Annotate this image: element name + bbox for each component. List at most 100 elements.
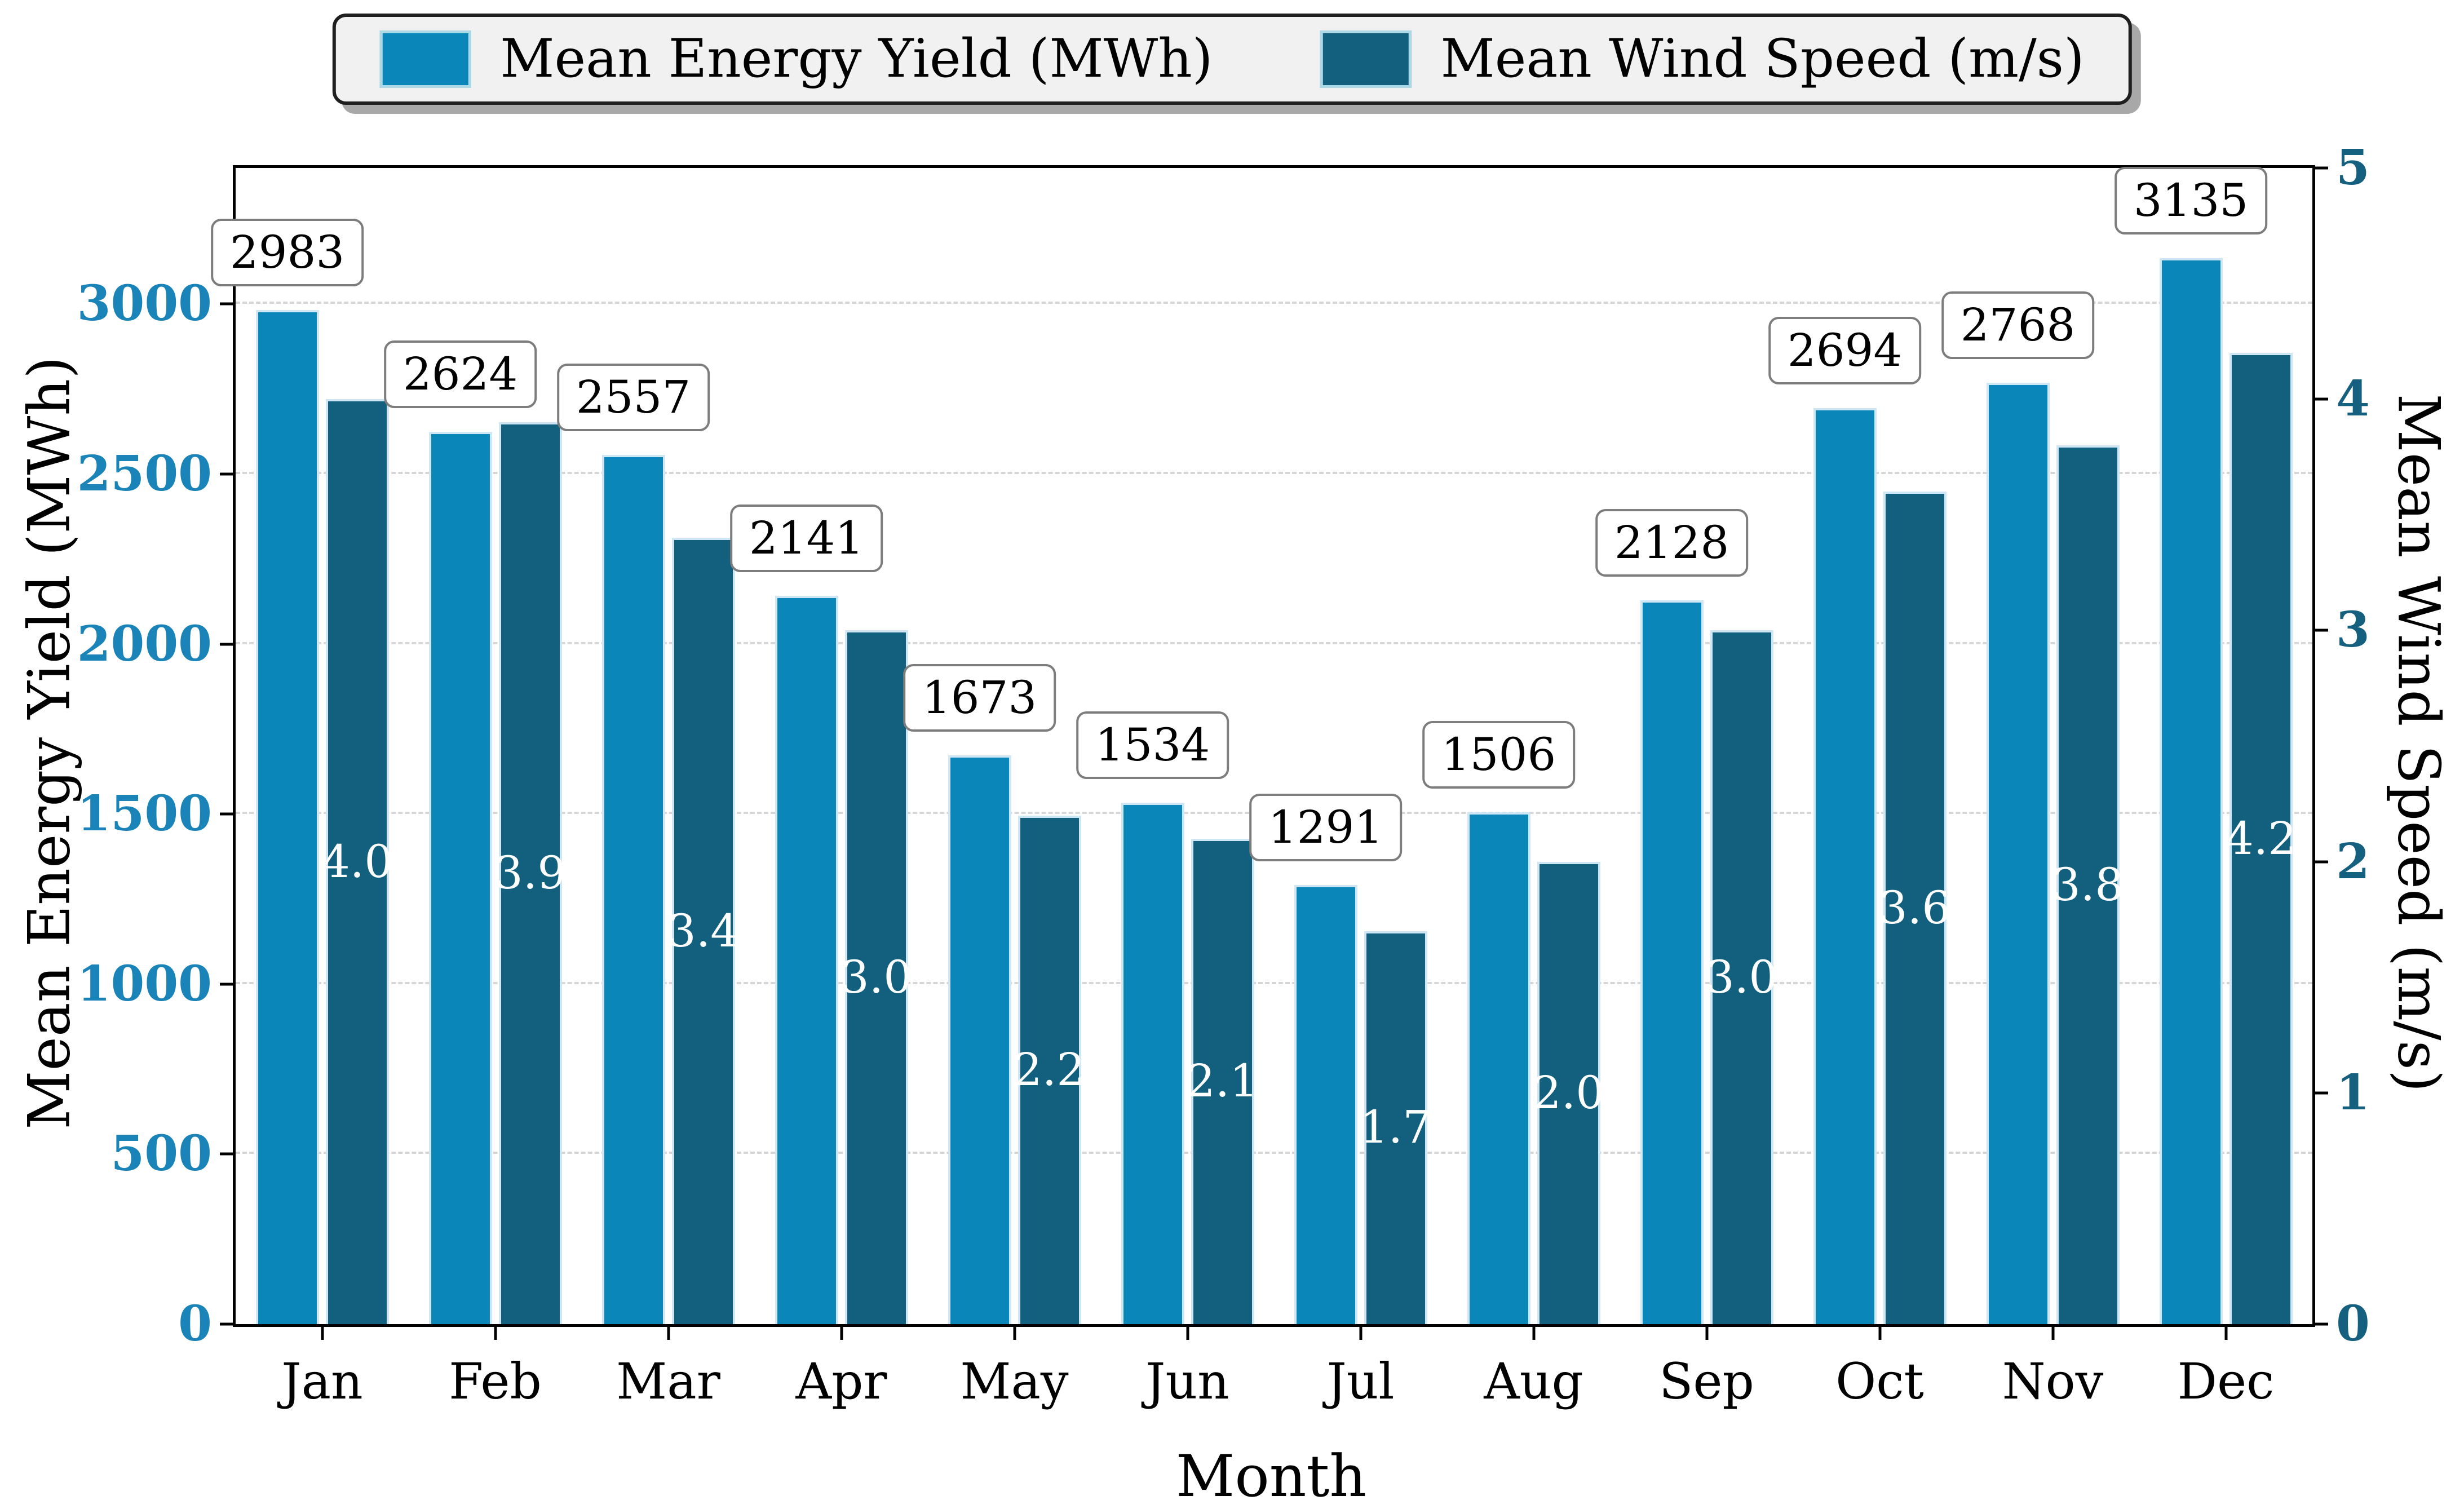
energy-value-label: 2694 [1768, 316, 1922, 384]
month-tick-label: Mar [616, 1352, 720, 1410]
month-tick-label: Sep [1659, 1352, 1754, 1410]
energy-value-label: 2624 [383, 340, 537, 409]
left-tick-label: 2000 [77, 615, 212, 672]
right-tick-label: 2 [2336, 833, 2370, 890]
energy-bar-aug [1467, 812, 1530, 1324]
legend-item-wind: Mean Wind Speed (m/s) [1320, 28, 2085, 90]
bottom-tick-mark [1878, 1324, 1881, 1340]
wind-bar-jul [1364, 931, 1427, 1324]
month-tick-label: Apr [795, 1352, 887, 1410]
wind-bar-sep [1710, 630, 1773, 1324]
wind-value-label: 3.0 [840, 950, 913, 1003]
left-tick-mark [220, 812, 236, 816]
right-tick-mark [2312, 397, 2328, 401]
energy-bar-oct [1813, 408, 1877, 1324]
energy-value-label: 2141 [729, 505, 883, 573]
gridline [236, 471, 2312, 474]
month-tick-label: Oct [1835, 1352, 1924, 1410]
right-tick-mark [2312, 629, 2328, 632]
bottom-tick-mark [2224, 1324, 2227, 1340]
energy-bar-sep [1640, 600, 1704, 1324]
wind-bar-feb [498, 422, 562, 1324]
bottom-tick-mark [1705, 1324, 1708, 1340]
left-tick-label: 0 [178, 1295, 212, 1352]
wind-bar-dec [2229, 353, 2293, 1324]
energy-bar-jun [1121, 802, 1184, 1324]
month-tick-label: Aug [1484, 1352, 1583, 1410]
energy-value-label: 2768 [1941, 291, 2095, 360]
gridline [236, 981, 2312, 984]
wind-value-label: 3.6 [1878, 881, 1951, 934]
right-tick-label: 4 [2336, 370, 2370, 428]
left-tick-label: 3000 [77, 275, 212, 333]
energy-value-label: 3135 [2114, 166, 2268, 234]
month-tick-label: May [960, 1352, 1069, 1410]
wind-bar-may [1018, 815, 1081, 1324]
energy-bar-apr [775, 596, 838, 1324]
right-tick-mark [2312, 166, 2328, 170]
energy-value-label: 2557 [556, 363, 710, 431]
wind-bar-oct [1883, 492, 1947, 1324]
wind-value-label: 4.2 [2224, 812, 2297, 865]
energy-value-label: 2983 [210, 218, 364, 286]
wind-bar-nov [2056, 445, 2120, 1324]
energy-bar-nov [1986, 383, 2050, 1324]
right-tick-label: 3 [2336, 601, 2370, 659]
right-tick-label: 1 [2336, 1064, 2370, 1121]
legend-label-energy: Mean Energy Yield (MWh) [500, 28, 1213, 90]
month-tick-label: Jan [281, 1352, 363, 1410]
right-tick-mark [2312, 1091, 2328, 1095]
wind-value-label: 2.1 [1186, 1055, 1259, 1108]
bottom-tick-mark [667, 1324, 670, 1340]
wind-bar-apr [844, 630, 908, 1324]
energy-value-label: 1534 [1076, 711, 1229, 779]
right-tick-label: 0 [2336, 1295, 2370, 1352]
legend-item-energy: Mean Energy Yield (MWh) [379, 30, 1213, 88]
left-axis-title: Mean Energy Yield (MWh) [16, 356, 83, 1130]
energy-value-label: 1673 [903, 663, 1056, 732]
wind-value-label: 4.0 [321, 835, 393, 888]
right-axis-title: Mean Wind Speed (m/s) [2385, 393, 2452, 1092]
wind-value-label: 3.9 [494, 847, 567, 900]
month-tick-label: Jun [1145, 1352, 1229, 1410]
bottom-tick-mark [2051, 1324, 2054, 1340]
right-tick-label: 5 [2336, 139, 2370, 196]
wind-value-label: 3.4 [667, 904, 740, 957]
energy-swatch-icon [379, 30, 471, 88]
bottom-tick-mark [321, 1324, 324, 1340]
left-tick-mark [220, 643, 236, 646]
gridline [236, 1152, 2312, 1154]
bottom-tick-mark [1186, 1324, 1189, 1340]
left-tick-label: 1500 [77, 785, 212, 843]
energy-bar-jan [255, 309, 319, 1324]
wind-value-label: 3.8 [2051, 858, 2124, 911]
wind-bar-jan [325, 399, 389, 1324]
energy-value-label: 1506 [1422, 720, 1576, 789]
energy-value-label: 1291 [1249, 794, 1403, 862]
left-tick-mark [220, 1152, 236, 1156]
month-tick-label: Dec [2177, 1352, 2275, 1410]
wind-bar-jun [1191, 838, 1254, 1324]
wind-value-label: 3.0 [1705, 950, 1778, 1003]
legend: Mean Energy Yield (MWh) Mean Wind Speed … [332, 14, 2132, 105]
bottom-tick-mark [1013, 1324, 1016, 1340]
legend-label-wind: Mean Wind Speed (m/s) [1440, 28, 2085, 90]
wind-value-label: 2.0 [1532, 1066, 1605, 1119]
month-tick-label: Nov [2002, 1352, 2104, 1410]
energy-bar-may [948, 755, 1011, 1324]
x-axis-title: Month [1175, 1443, 1367, 1509]
wind-value-label: 2.2 [1013, 1043, 1086, 1096]
right-tick-mark [2312, 860, 2328, 864]
left-tick-label: 1000 [77, 955, 212, 1012]
gridline [236, 641, 2312, 644]
left-tick-mark [220, 1322, 236, 1326]
left-tick-label: 500 [110, 1125, 212, 1183]
wind-bar-mar [671, 538, 735, 1324]
month-tick-label: Jul [1326, 1352, 1395, 1410]
energy-bar-mar [601, 454, 665, 1324]
month-tick-label: Feb [449, 1352, 542, 1410]
energy-value-label: 2128 [1595, 509, 1749, 577]
gridline [236, 302, 2312, 304]
wind-bar-aug [1537, 861, 1600, 1324]
